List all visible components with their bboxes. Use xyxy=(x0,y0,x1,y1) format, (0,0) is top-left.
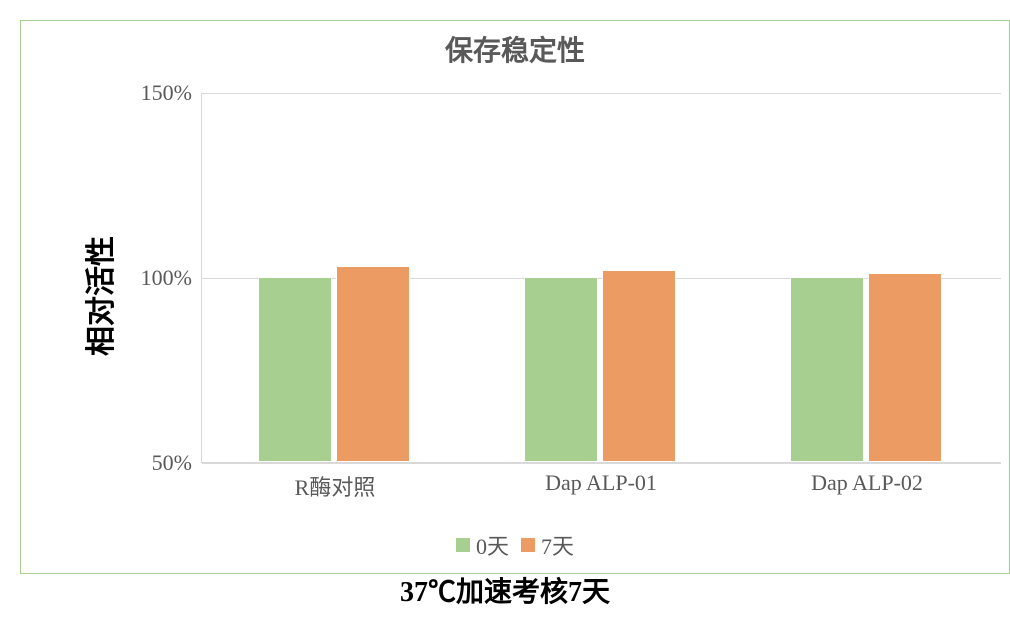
legend-item: 0天 xyxy=(456,529,509,561)
legend-label: 0天 xyxy=(476,529,509,561)
plot-area: 50%100%150%R酶对照Dap ALP-01Dap ALP-02 xyxy=(201,93,1001,463)
y-axis-title: 相对活性 xyxy=(76,196,106,356)
category-group: Dap ALP-01 xyxy=(468,92,734,462)
legend-swatch xyxy=(456,538,470,552)
category-group: Dap ALP-02 xyxy=(734,92,1000,462)
chart-frame: 保存稳定性 相对活性 50%100%150%R酶对照Dap ALP-01Dap … xyxy=(20,20,1010,574)
legend-swatch xyxy=(521,538,535,552)
chart-title: 保存稳定性 xyxy=(21,21,1009,69)
x-axis-title: 37℃加速考核7天 xyxy=(0,570,1010,610)
category-label: Dap ALP-02 xyxy=(734,462,1000,496)
bar xyxy=(868,273,942,462)
category-label: R酶对照 xyxy=(202,462,468,502)
ytick-label: 100% xyxy=(141,265,202,291)
bar xyxy=(524,277,598,462)
legend-label: 7天 xyxy=(541,529,574,561)
legend-item: 7天 xyxy=(521,529,574,561)
category-group: R酶对照 xyxy=(202,92,468,462)
bar xyxy=(790,277,864,462)
category-label: Dap ALP-01 xyxy=(468,462,734,496)
figure: 保存稳定性 相对活性 50%100%150%R酶对照Dap ALP-01Dap … xyxy=(0,0,1010,626)
legend: 0天 7天 xyxy=(21,529,1009,561)
ytick-label: 50% xyxy=(152,450,202,476)
ytick-label: 150% xyxy=(141,80,202,106)
bar xyxy=(336,266,410,462)
bar xyxy=(258,277,332,462)
bar xyxy=(602,270,676,462)
